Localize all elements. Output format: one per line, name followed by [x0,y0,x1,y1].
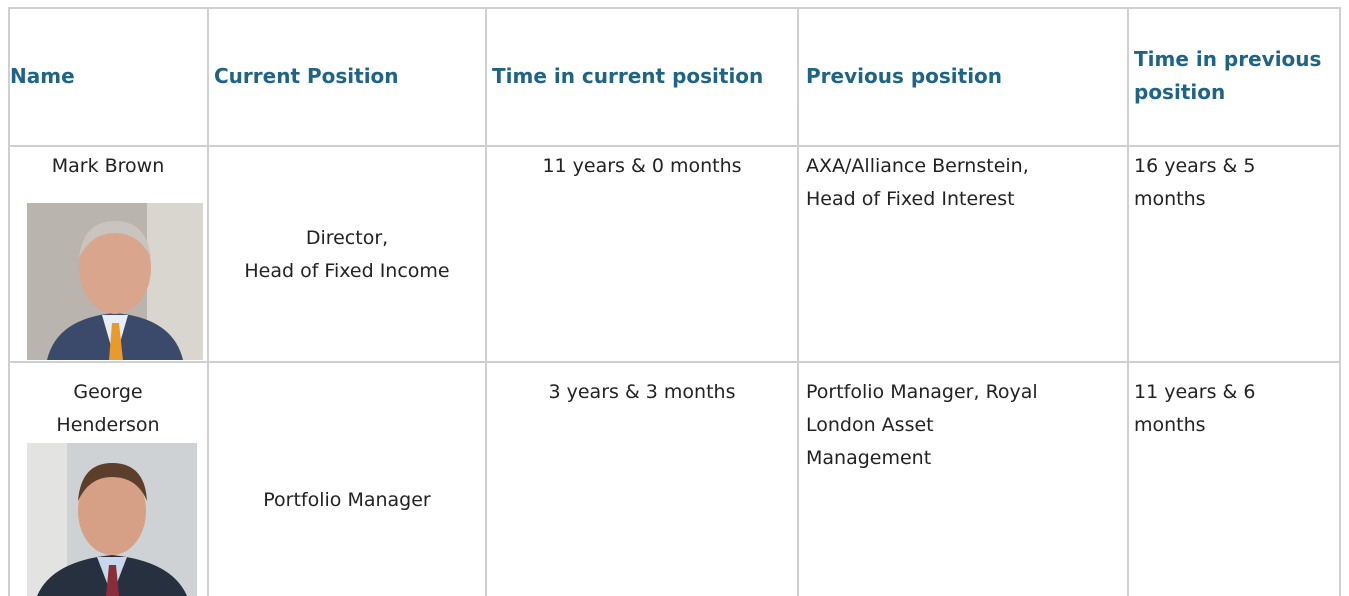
position-cell: Portfolio Manager [263,489,431,511]
previous-cell: AXA/Alliance Bernstein, Head of Fixed In… [806,155,1029,210]
portrait [27,443,197,596]
header-cell: Name [10,64,75,88]
time-cell: 11 years & 6 months [1134,381,1256,436]
time-cell: 11 years & 0 months [542,155,742,177]
border [485,8,487,596]
border [207,8,209,596]
portrait [27,203,203,360]
position-cell: Director, Head of Fixed Income [244,227,450,282]
header-cell: Current Position [214,64,399,88]
previous-cell: Portfolio Manager, Royal London Asset Ma… [806,381,1038,469]
header-cell: Time in previous position [1134,47,1322,104]
border [1127,8,1129,596]
border [797,8,799,596]
border [1339,8,1341,596]
border [8,361,1341,363]
header-cell: Previous position [806,64,1003,88]
border [8,7,1341,9]
time-cell: 3 years & 3 months [548,381,736,403]
header-cell: Time in current position [492,64,764,88]
border [8,8,10,596]
name-cell: Mark Brown [51,155,165,177]
border [8,145,1341,147]
name-cell: George Henderson [56,381,160,436]
time-cell: 16 years & 5 months [1134,155,1256,210]
